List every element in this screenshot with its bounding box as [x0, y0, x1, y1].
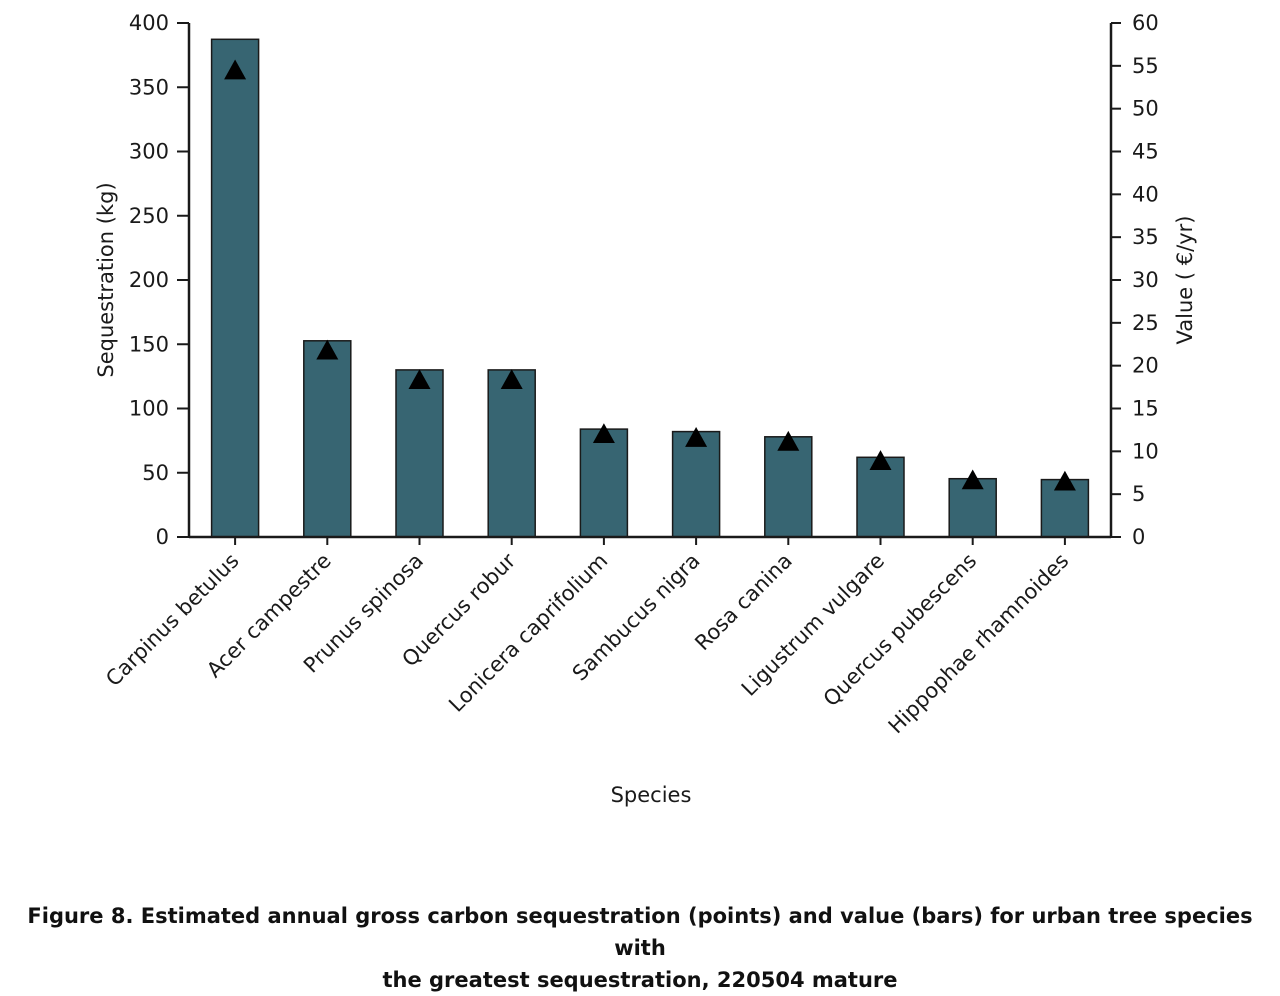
y2-tick-label-12: 55: [1132, 54, 1159, 78]
markers-layer: [224, 59, 1076, 491]
bar-5: [579, 428, 629, 538]
y2-tick-label-9: 40: [1132, 182, 1159, 206]
y2-tick-label-3: 10: [1132, 439, 1159, 463]
point-5: [592, 423, 615, 443]
y-tick-label-9: 400: [129, 11, 169, 35]
bar-7: [764, 436, 813, 538]
y-axis-label: Sequestration (kg): [94, 182, 118, 377]
y-tick-label-2: 50: [142, 461, 169, 485]
y-tick-label-5: 200: [129, 268, 169, 292]
y2-tick-label-13: 60: [1132, 11, 1159, 35]
y2-tick-label-4: 15: [1132, 397, 1159, 421]
bar-6: [671, 430, 721, 538]
x-tick-label-9: Quercus pubescens: [819, 549, 982, 712]
y-tick-label-4: 150: [129, 332, 169, 356]
y2-tick-label-5: 20: [1132, 354, 1159, 378]
y2-tick-label-6: 25: [1132, 311, 1159, 335]
axes-layer: [177, 22, 1121, 545]
caption-line-2: the greatest sequestration, 220504 matur…: [382, 968, 898, 992]
point-2: [316, 339, 339, 360]
bars-layer: [210, 38, 1090, 538]
point-3: [408, 369, 431, 390]
bar-1: [210, 38, 260, 538]
point-8: [869, 450, 892, 470]
y2-tick-label-1: 0: [1132, 525, 1145, 549]
point-10: [1053, 470, 1076, 491]
bar-8: [856, 456, 905, 538]
bar-3: [395, 369, 444, 538]
point-9: [961, 469, 984, 490]
y2-tick-label-11: 50: [1132, 97, 1159, 121]
bar-2: [303, 340, 352, 538]
x-tick-label-10: Hippophae rhamnoides: [884, 549, 1074, 739]
y2-tick-label-7: 30: [1132, 268, 1159, 292]
y2-tick-label-8: 35: [1132, 225, 1159, 249]
point-4: [500, 369, 523, 390]
bar-4: [487, 369, 536, 538]
y-tick-label-8: 350: [129, 75, 169, 99]
x-tick-label-5: Lonicera caprifolium: [444, 549, 612, 717]
point-1: [224, 59, 247, 80]
y2-axis-label: Value ( €/yr): [1173, 216, 1197, 345]
y-tick-label-7: 300: [129, 140, 169, 164]
y2-tick-label-10: 45: [1132, 140, 1159, 164]
x-axis-label: Species: [611, 783, 692, 807]
y-tick-label-6: 250: [129, 204, 169, 228]
figure-caption: Figure 8. Estimated annual gross carbon …: [0, 900, 1280, 996]
point-7: [777, 430, 800, 451]
y-tick-label-1: 0: [156, 525, 169, 549]
point-6: [685, 427, 708, 447]
y2-tick-label-2: 5: [1132, 482, 1145, 506]
y-tick-label-3: 100: [129, 397, 169, 421]
caption-line-1: Figure 8. Estimated annual gross carbon …: [27, 904, 1253, 960]
